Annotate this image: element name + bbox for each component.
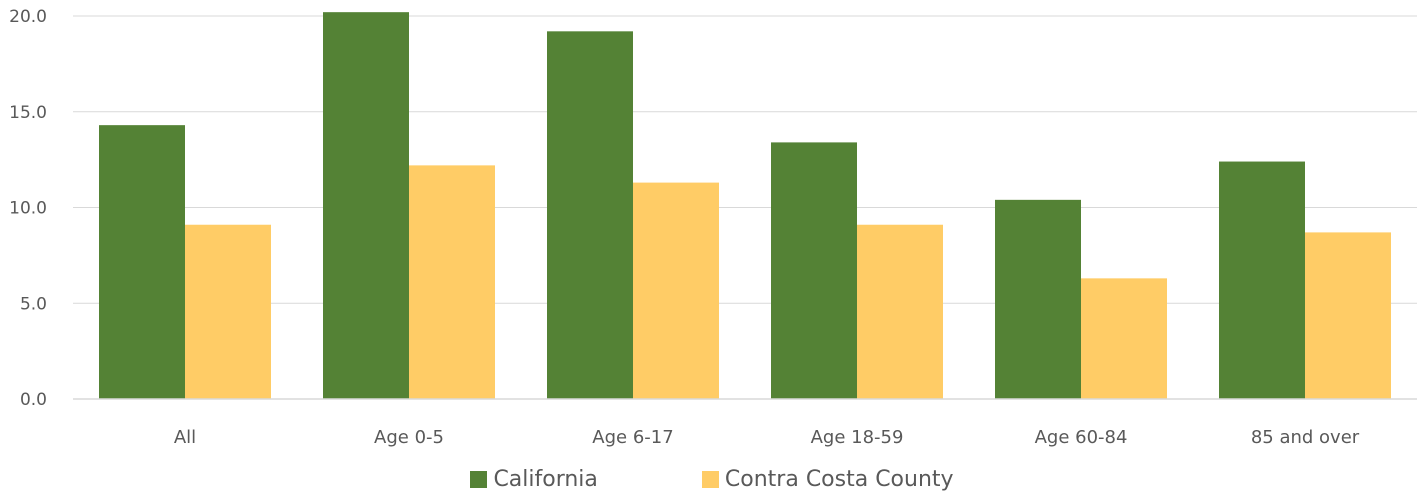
legend-label-california: California [493,466,598,492]
legend-label-contra-costa-county: Contra Costa County [724,466,954,492]
bar-contra-costa-county[interactable] [633,182,719,399]
bar-contra-costa-county[interactable] [409,165,495,399]
bar-california[interactable] [1219,161,1305,399]
bar-california[interactable] [547,31,633,399]
x-category-label: Age 18-59 [811,427,904,448]
x-category-label: Age 6-17 [592,427,673,448]
y-tick-label: 10.0 [9,199,47,219]
x-axis-category-labels: All Age 0-5 Age 6-17 Age 18-59 Age 60-84 85 a… [174,427,1360,448]
bar-california[interactable] [323,12,409,399]
legend-swatch-contra-costa-county [701,470,719,488]
x-category-label: 85 and over [1251,427,1360,448]
bar-contra-costa-county[interactable] [185,224,271,399]
bar-california[interactable] [771,142,857,399]
y-tick-label: 20.0 [9,7,47,27]
legend-item-california[interactable]: California [470,466,598,492]
bar-california[interactable] [99,125,185,399]
y-axis-tick-labels: 0.0 5.0 10.0 15.0 20.0 [9,7,47,410]
x-category-label: Age 0-5 [374,427,444,448]
bars [99,12,1391,399]
x-category-label: All [174,427,196,448]
gridlines [73,15,1417,304]
legend-item-contra-costa-county[interactable]: Contra Costa County [701,466,954,492]
bar-contra-costa-county[interactable] [857,224,943,399]
bar-contra-costa-county[interactable] [1305,232,1391,399]
legend-swatch-california [470,470,488,488]
x-category-label: Age 60-84 [1035,427,1128,448]
y-tick-label: 0.0 [20,390,47,410]
y-tick-label: 15.0 [9,103,47,123]
legend: California Contra Costa County [0,462,1424,496]
bar-contra-costa-county[interactable] [1081,278,1167,399]
bar-chart: 0.0 5.0 10.0 15.0 20.0 All Age 0-5 Age 6-17 Age… [9,7,1417,448]
bar-california[interactable] [995,199,1081,399]
y-tick-label: 5.0 [20,294,47,314]
